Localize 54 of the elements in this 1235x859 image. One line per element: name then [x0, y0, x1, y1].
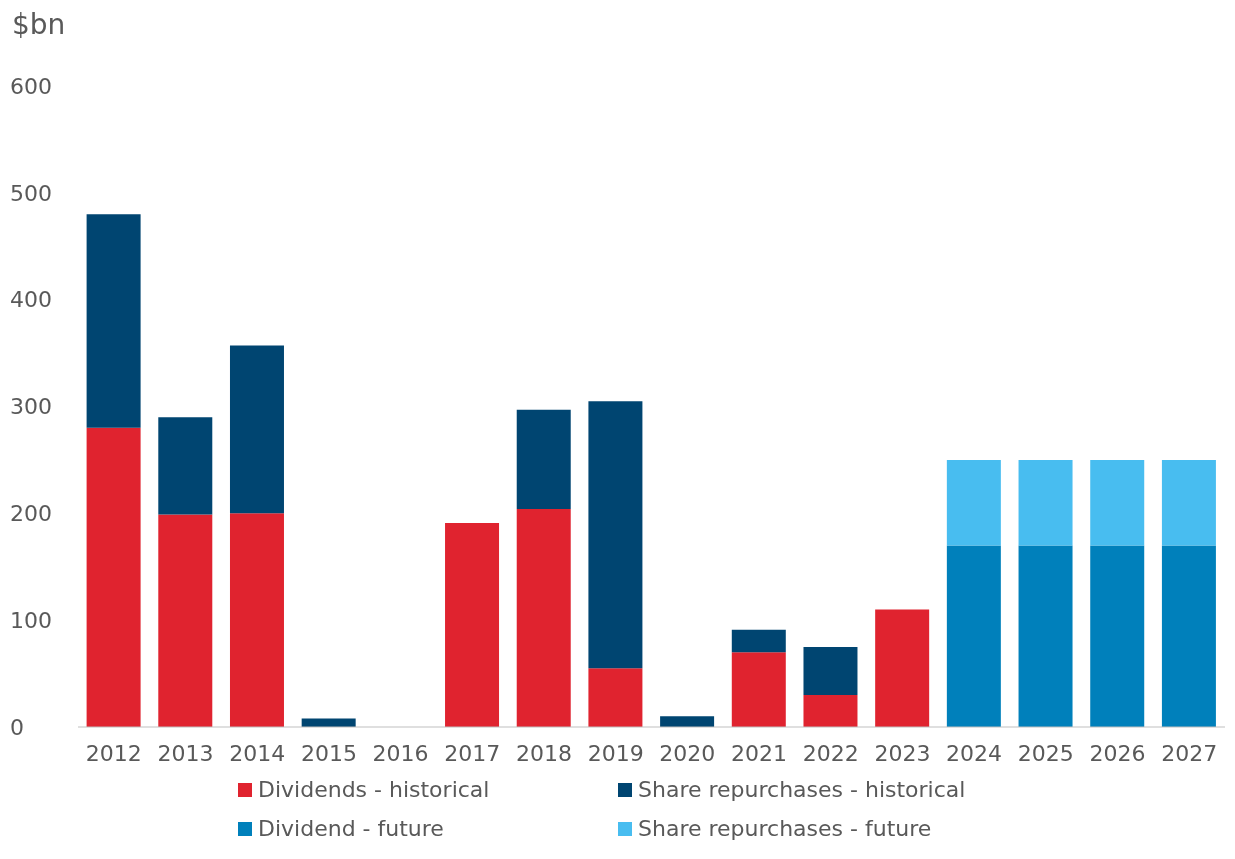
x-tick-label: 2024: [946, 740, 1003, 766]
x-tick-label: 2012: [85, 740, 142, 766]
bar: [803, 694, 858, 727]
bar: [158, 514, 213, 727]
x-tick-label: 2020: [659, 740, 716, 766]
bar: [516, 409, 571, 510]
bar: [588, 668, 643, 727]
x-tick-label: 2016: [372, 740, 429, 766]
y-tick-label: 600: [10, 73, 52, 99]
bar: [803, 646, 858, 695]
x-tick-label: 2013: [157, 740, 214, 766]
bar: [946, 459, 1001, 546]
bar: [229, 513, 284, 727]
bar: [1090, 459, 1145, 546]
x-tick-label: 2025: [1017, 740, 1074, 766]
bar: [301, 718, 356, 727]
legend-label: Dividends - historical: [258, 777, 490, 802]
legend-label: Share repurchases - historical: [638, 777, 966, 802]
legend-label: Share repurchases - future: [638, 816, 932, 841]
x-tick-label: 2027: [1161, 740, 1218, 766]
y-tick-label: 100: [10, 607, 52, 633]
bar: [731, 652, 786, 727]
y-tick-label: 500: [10, 180, 52, 206]
x-tick-label: 2014: [229, 740, 286, 766]
bar: [588, 401, 643, 669]
bar: [660, 716, 715, 727]
x-tick-label: 2026: [1089, 740, 1146, 766]
x-tick-label: 2017: [444, 740, 501, 766]
bar: [516, 509, 571, 727]
bar: [158, 417, 213, 515]
x-tick-label: 2015: [300, 740, 357, 766]
bar: [1090, 545, 1145, 727]
bar: [1018, 459, 1073, 546]
legend-label: Dividend - future: [258, 816, 444, 841]
bar: [86, 214, 141, 428]
bar: [946, 545, 1001, 727]
y-axis-title: $bn: [12, 8, 66, 41]
x-tick-label: 2023: [874, 740, 931, 766]
bar: [86, 427, 141, 727]
bar: [1161, 459, 1216, 546]
y-tick-label: 300: [10, 394, 52, 420]
x-tick-label: 2019: [587, 740, 644, 766]
bar: [445, 522, 500, 727]
x-tick-label: 2022: [802, 740, 859, 766]
x-tick-label: 2018: [515, 740, 572, 766]
x-tick-label: 2021: [731, 740, 788, 766]
bar: [229, 345, 284, 514]
y-tick-label: 200: [10, 501, 52, 527]
y-tick-label: 400: [10, 287, 52, 313]
bar: [1161, 545, 1216, 727]
y-tick-label: 0: [10, 714, 24, 740]
bar: [875, 609, 930, 727]
bar: [731, 629, 786, 653]
bar: [1018, 545, 1073, 727]
